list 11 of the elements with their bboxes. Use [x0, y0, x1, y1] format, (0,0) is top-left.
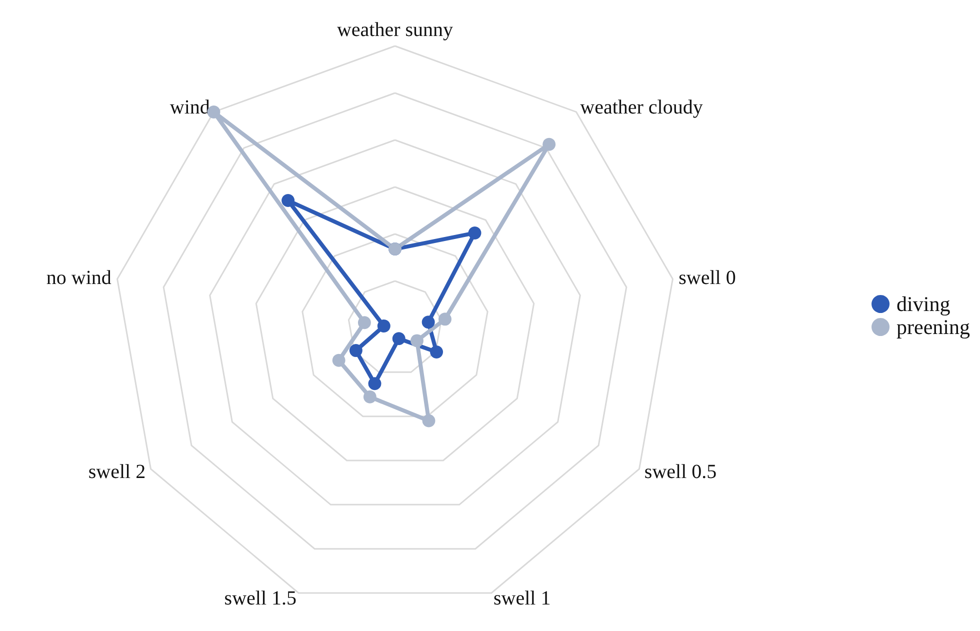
spoke-label: no wind	[46, 266, 112, 289]
spoke-label: swell 1.5	[224, 588, 296, 610]
spoke-label: weather cloudy	[580, 96, 703, 118]
spoke-label: wind	[170, 96, 210, 118]
spoke-label: swell 0	[678, 266, 736, 289]
spoke-label: weather sunny	[336, 19, 454, 41]
legend-label: diving	[896, 292, 951, 316]
legend-label: preening	[896, 315, 970, 339]
spoke-label: swell 1	[494, 588, 551, 610]
spoke-label: swell 0.5	[644, 461, 717, 483]
spoke-label: swell 2	[88, 461, 146, 483]
